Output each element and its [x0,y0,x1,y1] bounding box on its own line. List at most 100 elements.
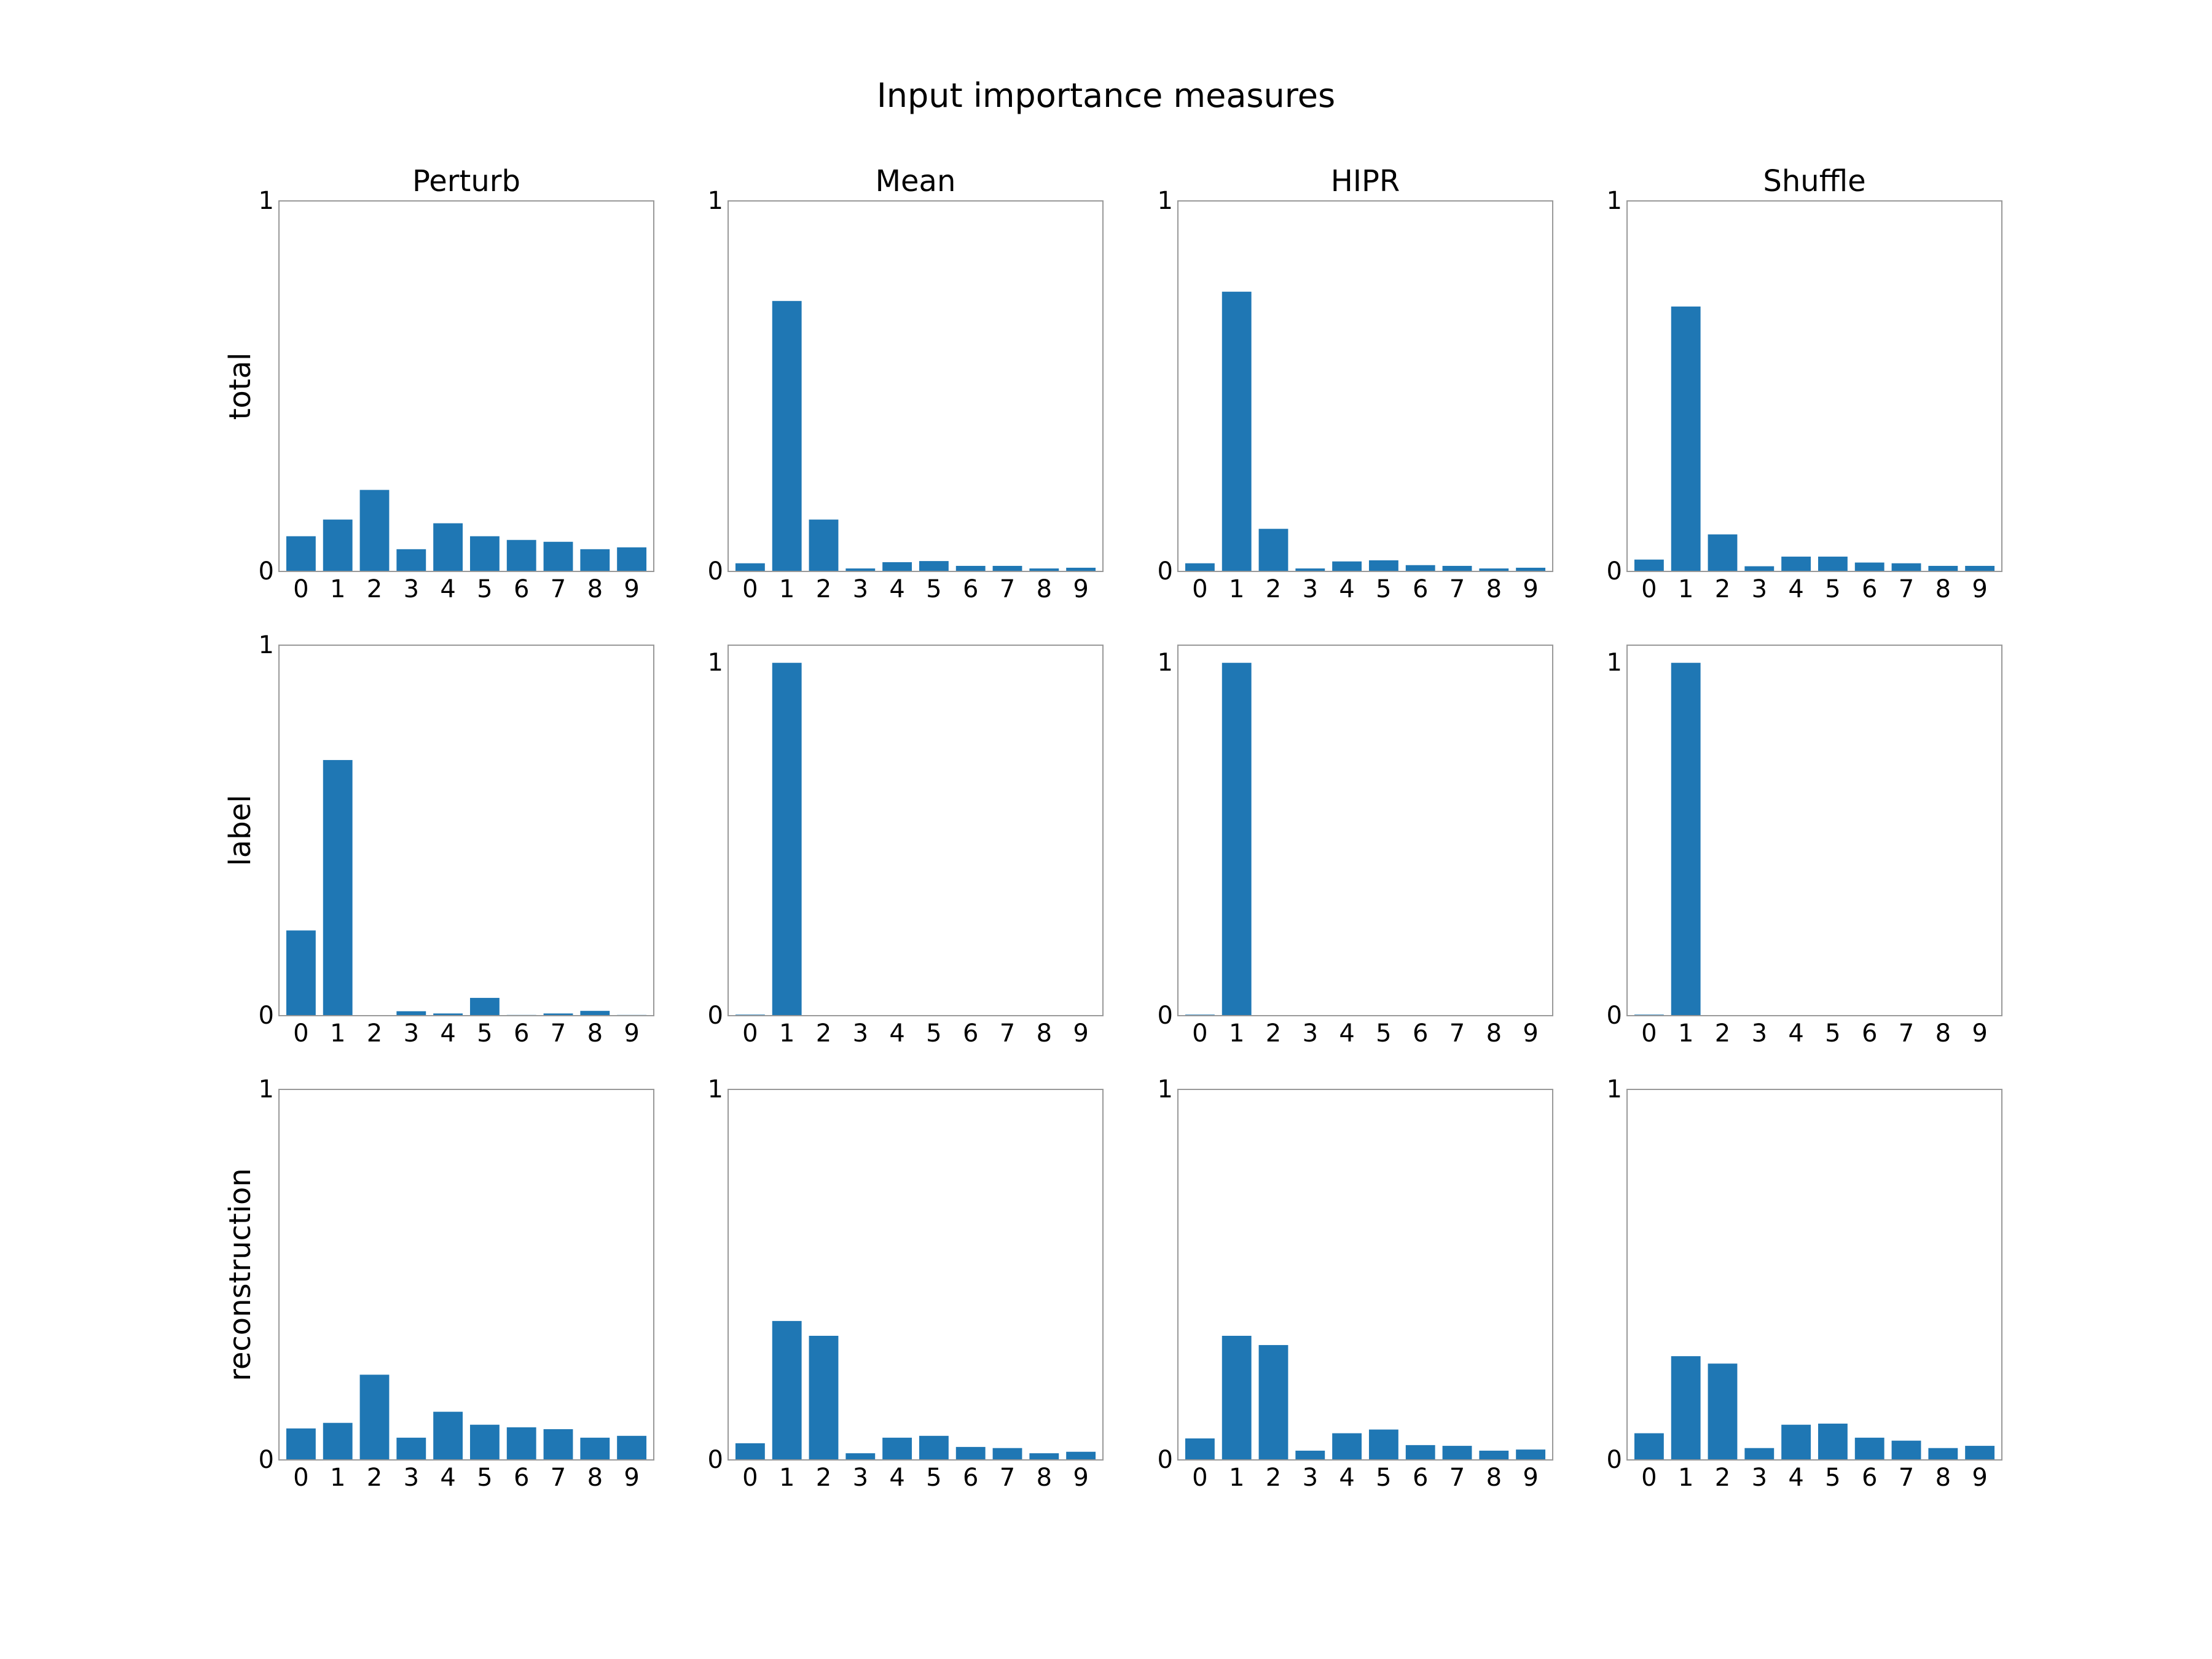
x-tick-label: 9 [1523,1464,1538,1492]
x-tick-label: 1 [1678,575,1693,603]
bar [1479,1450,1509,1460]
panel-reconstruction-shuffle: 0 1 2 3 4 5 6 7 8 901 [1607,1075,2002,1492]
x-tick-label: 6 [1862,1464,1877,1492]
x-tick-label: 7 [1899,1464,1914,1492]
bar [1781,1424,1811,1460]
bar [1066,1451,1096,1460]
x-tick-label: 5 [926,575,941,603]
x-tick-label: 6 [963,1019,978,1048]
y-tick-label: 0 [708,557,723,586]
x-tick-label: 9 [1523,575,1538,603]
bar [359,1375,390,1460]
axes-frame [728,645,1104,1016]
column-title-perturb: Perturb [412,164,520,198]
bar [1671,306,1701,571]
axes-frame [728,200,1104,572]
x-tick-label: 7 [1899,575,1914,603]
axes-frame [1177,200,1553,572]
x-tick-label: 5 [926,1464,941,1492]
x-tick-label: 6 [514,575,529,603]
x-tick-label: 3 [853,1464,868,1492]
bar [1781,556,1811,571]
x-tick-label: 4 [1788,1019,1803,1048]
x-tick-label: 2 [1715,575,1730,603]
x-tick-label: 4 [1339,1019,1354,1048]
bar [543,1429,573,1460]
x-tick-label: 9 [624,1464,639,1492]
x-tick-label: 4 [1788,1464,1803,1492]
bar [1368,1429,1398,1460]
bar [1185,1438,1215,1460]
x-tick-label: 5 [1376,575,1391,603]
y-tick-label: 1 [1607,1075,1622,1104]
bar [1442,1446,1472,1460]
y-tick-label: 1 [1607,649,1622,677]
panel-label-perturb: 0 1 2 3 4 5 6 7 8 901 [259,631,654,1048]
x-tick-label: 6 [514,1019,529,1048]
bar [955,1446,986,1460]
x-tick-label: 6 [963,575,978,603]
bar [580,1437,610,1460]
x-tick-label: 2 [816,1464,831,1492]
y-tick-label: 0 [259,1446,274,1474]
y-tick-label: 1 [708,187,723,215]
x-tick-label: 7 [551,575,566,603]
y-tick-label: 0 [259,557,274,586]
bar [919,1435,949,1460]
x-tick-label: 9 [624,575,639,603]
x-tick-label: 3 [1752,1464,1767,1492]
x-tick-label: 3 [853,1019,868,1048]
panel-total-shuffle: 0 1 2 3 4 5 6 7 8 901 [1607,187,2002,603]
bar [1891,563,1921,571]
axes-frame [1626,645,2002,1016]
bar [992,565,1022,571]
y-tick-label: 0 [1607,1002,1622,1030]
x-tick-label: 1 [1229,1464,1244,1492]
x-tick-label: 9 [1073,575,1088,603]
x-tick-label: 4 [1339,575,1354,603]
bar [735,1443,765,1460]
x-tick-label: 5 [1376,1019,1391,1048]
y-tick-label: 1 [259,631,274,659]
x-tick-label: 5 [1825,1464,1840,1492]
bar [919,561,949,571]
bar [1516,1449,1546,1460]
x-tick-label: 0 [293,575,308,603]
x-tick-label: 8 [587,1464,603,1492]
bar [469,536,500,571]
panel-reconstruction-hipr: 0 1 2 3 4 5 6 7 8 901 [1158,1075,1553,1492]
x-tick-label: 0 [742,1019,758,1048]
x-tick-label: 5 [1376,1464,1391,1492]
panel-total-hipr: 0 1 2 3 4 5 6 7 8 901 [1158,187,1553,603]
x-tick-label: 0 [1641,1464,1657,1492]
x-tick-label: 9 [1972,1464,1987,1492]
column-title-mean: Mean [876,164,956,198]
axes-frame [1177,1089,1553,1461]
x-tick-label: 1 [779,1464,794,1492]
bar [1029,1453,1059,1460]
bar [772,662,802,1016]
x-tick-label: 5 [1825,575,1840,603]
x-tick-label: 7 [1899,1019,1914,1048]
y-tick-label: 1 [708,649,723,677]
x-tick-label: 4 [440,1019,455,1048]
bar [1744,566,1775,571]
bar [1405,1445,1435,1460]
y-tick-label: 0 [259,1002,274,1030]
x-tick-label: 5 [477,575,492,603]
axes-frame [1626,1089,2002,1461]
x-tick-label: 2 [367,575,382,603]
bar [286,930,316,1016]
x-tick-label: 6 [1862,1019,1877,1048]
bar [1634,559,1664,571]
figure-title: Input importance measures [876,76,1336,115]
x-tick-label: 8 [1936,1019,1951,1048]
bar [617,547,647,571]
bar [809,519,839,571]
bar [1222,662,1252,1016]
bar [845,568,876,571]
x-tick-label: 6 [1862,575,1877,603]
x-tick-label: 7 [1000,1464,1015,1492]
x-tick-label: 2 [816,575,831,603]
y-tick-label: 1 [1158,187,1173,215]
